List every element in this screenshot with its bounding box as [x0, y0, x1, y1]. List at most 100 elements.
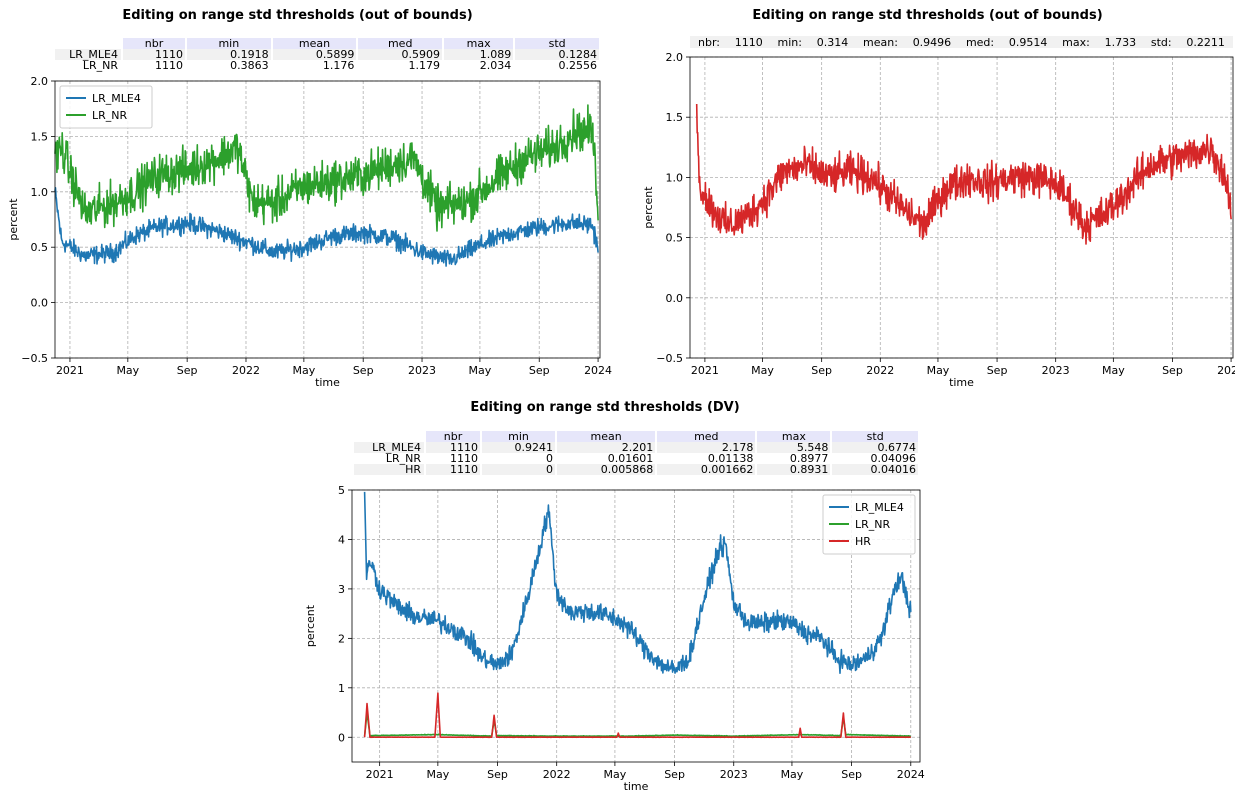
- x-tick-label: 2024: [584, 364, 612, 377]
- x-tick-label: Sep: [987, 364, 1008, 377]
- chart-title: Editing on range std thresholds (out of …: [752, 8, 1103, 23]
- stats-cell: 0.1918: [186, 49, 271, 60]
- series-line-hr: [363, 692, 912, 739]
- stats-bar: nbr: 1110 min: 0.314 mean: 0.9496 med: 0…: [690, 35, 1233, 49]
- legend: LR_MLE4 LR_NR HR: [822, 494, 916, 555]
- stats-cell: 0.5909: [358, 49, 443, 60]
- y-tick-label: 0.5: [666, 232, 684, 245]
- stats-key: max:: [1062, 35, 1090, 49]
- y-axis-label: percent: [642, 186, 655, 229]
- stats-header: mean: [557, 431, 656, 442]
- y-tick-label: 1.5: [31, 130, 49, 143]
- x-tick-label: 2024: [897, 768, 925, 781]
- stats-cell: 2.201: [557, 442, 656, 453]
- x-tick-label: Sep: [1162, 364, 1183, 377]
- grid: [690, 56, 1233, 359]
- x-tick-label: May: [1102, 364, 1125, 377]
- stats-value: 0.2211: [1186, 35, 1225, 49]
- stats-cell: 5.548: [757, 442, 831, 453]
- stats-key: std:: [1150, 35, 1172, 49]
- y-axis-label: percent: [304, 604, 317, 647]
- x-tick-label: Sep: [664, 768, 685, 781]
- stats-header: nbr: [123, 38, 185, 49]
- stats-cell: 0.5899: [272, 49, 357, 60]
- x-tick-label: 2021: [56, 364, 84, 377]
- x-tick-label: 2023: [1042, 364, 1070, 377]
- legend-label: LR_NR: [855, 518, 891, 531]
- stats-row: LR_MLE4 1110 0.1918 0.5899 0.5909 1.089 …: [55, 49, 599, 60]
- y-tick-label: 0.0: [31, 297, 49, 310]
- stats-cell: 0.001662: [657, 464, 756, 475]
- x-tick-label: Sep: [487, 768, 508, 781]
- x-axis-label: time: [315, 376, 340, 389]
- plot-frame: [54, 80, 601, 359]
- legend-label: HR: [855, 535, 871, 548]
- stats-cell: 2.034: [479, 59, 512, 72]
- x-tick-label: 2023: [720, 768, 748, 781]
- stats-row-label: LR_MLE4: [55, 49, 121, 60]
- stats-cell: 1.176: [322, 59, 355, 72]
- stats-cell: 1.179: [408, 59, 441, 72]
- stats-cell: 0.3863: [230, 59, 269, 72]
- stats-cell: 0.005868: [557, 464, 656, 475]
- x-tick-label: Sep: [177, 364, 198, 377]
- x-tick-label: 2022: [232, 364, 260, 377]
- line-chart-bottom: 0 1 2 3 4 5 2021 May Sep 2022 May Sep 2023 May Sep 2024…: [304, 484, 925, 793]
- stats-header-row: nbr min mean med max std: [55, 38, 599, 49]
- stats-cell: 0.01601: [607, 452, 654, 465]
- stats-cell: 0.1284: [515, 49, 599, 60]
- chart-title: Editing on range std thresholds (DV): [470, 400, 740, 415]
- y-tick-label: 0.0: [666, 292, 684, 305]
- x-tick-label: May: [292, 364, 315, 377]
- y-tick-label: 2.0: [666, 51, 684, 64]
- stats-cell: 1110: [450, 452, 479, 465]
- stats-key: nbr:: [698, 35, 720, 49]
- y-tick-label: 1.5: [666, 111, 684, 124]
- x-tick-label: 2024: [1217, 364, 1235, 377]
- x-tick-label: May: [426, 768, 449, 781]
- y-tick-label: 4: [338, 533, 345, 546]
- x-tick-label: May: [116, 364, 139, 377]
- stats-value: 1.733: [1104, 35, 1137, 49]
- y-tick-label: −0.5: [656, 352, 683, 365]
- series-line-lr-nr: [54, 104, 599, 232]
- stats-cell: 0.8977: [789, 452, 829, 465]
- stats-cell: 1110: [154, 59, 183, 72]
- x-tick-label: May: [927, 364, 950, 377]
- y-tick-label: 0: [338, 731, 345, 744]
- x-tick-label: Sep: [353, 364, 374, 377]
- legend-label: LR_MLE4: [855, 501, 904, 514]
- stats-header: max: [757, 431, 831, 442]
- panel-top-right: Editing on range std thresholds (out of …: [620, 0, 1235, 395]
- stats-header: nbr: [426, 431, 481, 442]
- stats-key: med:: [965, 35, 995, 49]
- stats-cell: 0: [546, 452, 554, 465]
- stats-header-row: nbr min mean med max std: [354, 431, 918, 442]
- stats-cell: 1.089: [444, 49, 514, 60]
- series-line-value: [695, 103, 1232, 245]
- stats-row: LR_MLE4 1110 0.9241 2.201 2.178 5.548 0.…: [354, 442, 918, 453]
- stats-value: 1110: [734, 35, 763, 49]
- stats-key: min:: [777, 35, 802, 49]
- stats-cell: 0.04096: [870, 452, 917, 465]
- stats-header: std: [832, 431, 918, 442]
- y-axis-label: percent: [7, 198, 20, 241]
- series-line-lr-mle4: [363, 491, 912, 674]
- stats-row: HR 1110 0 0.005868 0.001662 0.8931 0.040…: [354, 464, 918, 475]
- y-tick-label: 1.0: [31, 186, 49, 199]
- stats-cell: 0: [482, 464, 556, 475]
- stats-table: nbr min mean med max std LR_MLE4 1110 0.…: [352, 431, 920, 475]
- panel-top-left: Editing on range std thresholds (out of …: [0, 0, 620, 395]
- x-tick-label: May: [604, 768, 627, 781]
- x-tick-label: May: [469, 364, 492, 377]
- x-tick-label: Sep: [529, 364, 550, 377]
- legend-label: LR_NR: [92, 109, 128, 122]
- stats-row-label: HR: [354, 464, 424, 475]
- stats-cell: 2.178: [657, 442, 756, 453]
- stats-header: med: [358, 38, 443, 49]
- stats-header: med: [657, 431, 756, 442]
- y-tick-label: −0.5: [21, 352, 48, 365]
- stats-cell: 0.01138: [707, 452, 754, 465]
- stats-cell: 0.8931: [757, 464, 831, 475]
- stats-header: max: [444, 38, 514, 49]
